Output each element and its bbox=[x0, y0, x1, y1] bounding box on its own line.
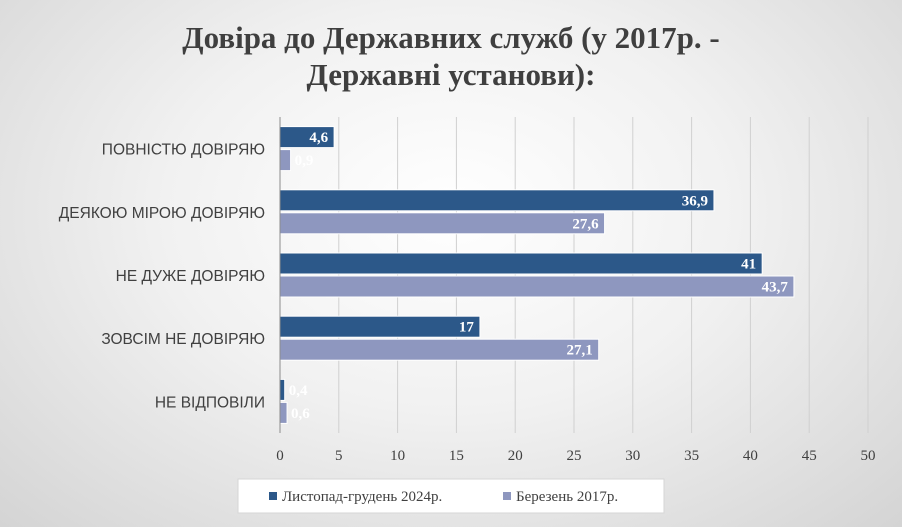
bar-series-2 bbox=[279, 338, 600, 361]
x-tick-label: 35 bbox=[684, 448, 699, 464]
bar-series-2 bbox=[279, 275, 795, 298]
legend-swatch-series-2 bbox=[503, 492, 511, 500]
chart-title-line-1: Довіра до Державних служб (у 2017р. - bbox=[182, 20, 719, 55]
x-tick-label: 20 bbox=[508, 448, 523, 464]
bar-value-label: 0,9 bbox=[295, 153, 314, 169]
legend-box bbox=[237, 478, 665, 514]
legend-swatch-series-1 bbox=[269, 492, 277, 500]
bar-value-label: 27,6 bbox=[572, 216, 599, 232]
bar-series-2 bbox=[279, 401, 288, 424]
bar-series-1 bbox=[279, 378, 286, 401]
bar-series-2 bbox=[279, 149, 292, 172]
legend: Листопад-грудень 2024р. Березень 2017р. bbox=[237, 478, 665, 514]
bar-value-label: 0,4 bbox=[289, 383, 308, 399]
bar-value-label: 27,1 bbox=[566, 343, 592, 359]
bar-value-label: 4,6 bbox=[309, 130, 328, 146]
bar-value-label: 43,7 bbox=[762, 280, 789, 296]
bar-series-1 bbox=[279, 315, 481, 338]
x-tick-label: 40 bbox=[743, 448, 758, 464]
bar-value-label: 41 bbox=[741, 257, 756, 273]
x-tick-label: 10 bbox=[390, 448, 405, 464]
x-tick-label: 45 bbox=[802, 448, 817, 464]
x-tick-label: 25 bbox=[567, 448, 582, 464]
bars bbox=[279, 126, 795, 424]
bar-value-label: 36,9 bbox=[682, 193, 708, 209]
bar-series-1 bbox=[279, 252, 763, 275]
category-label: ПОВНІСТЮ ДОВІРЯЮ bbox=[102, 142, 265, 159]
x-tick-label: 0 bbox=[276, 448, 284, 464]
gridlines bbox=[338, 117, 869, 433]
x-tick-label: 50 bbox=[861, 448, 876, 464]
bar-series-1 bbox=[279, 189, 715, 212]
category-label: НЕ ВІДПОВІЛИ bbox=[155, 394, 265, 411]
category-label: ДЕЯКОЮ МІРОЮ ДОВІРЯЮ bbox=[59, 205, 265, 222]
x-tick-label: 5 bbox=[335, 448, 343, 464]
axes: 0 5 10 15 20 25 30 35 40 45 50 ПОВНІСТЮ ДОВІРЯЮ ДЕЯК… bbox=[59, 117, 876, 464]
bar-value-label: 0,6 bbox=[291, 406, 310, 422]
bar-series-2 bbox=[279, 212, 606, 235]
chart-title-line-2: Державні установи): bbox=[307, 57, 596, 92]
legend-label-series-2: Березень 2017р. bbox=[516, 489, 618, 505]
category-label: ЗОВСІМ НЕ ДОВІРЯЮ bbox=[101, 331, 265, 348]
x-tick-label: 30 bbox=[625, 448, 640, 464]
category-label: НЕ ДУЖЕ ДОВІРЯЮ bbox=[116, 268, 265, 285]
x-tick-label: 15 bbox=[449, 448, 464, 464]
bar-value-label: 17 bbox=[459, 320, 475, 336]
legend-label-series-1: Листопад-грудень 2024р. bbox=[282, 489, 442, 505]
data-labels: 4,6 0,9 36,9 27,6 41 43,7 17 27,1 0,4 0,6 bbox=[289, 130, 789, 422]
